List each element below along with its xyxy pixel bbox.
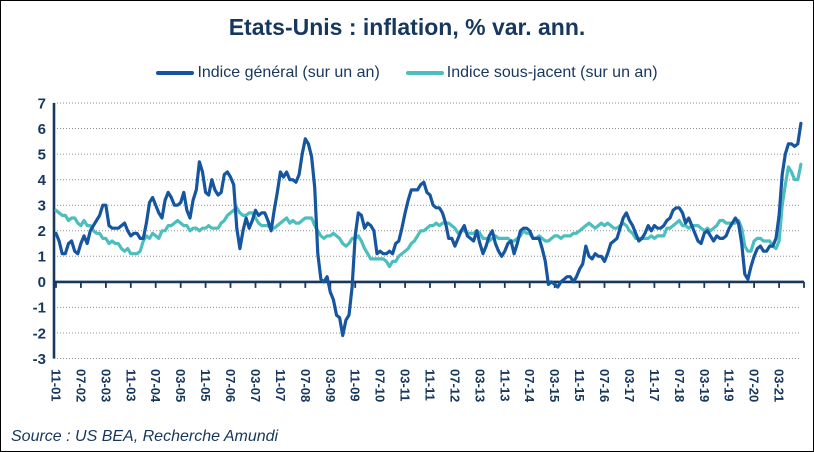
x-tick-label-07-10: 07-10 [373,369,388,402]
y-tick-label-7: 7 [38,95,46,112]
x-tick-label-11-17: 11-17 [647,369,662,402]
y-tick-label--1: -1 [33,300,46,317]
y-tick-label-2: 2 [38,223,46,240]
x-tick-label-03-15: 03-15 [547,369,562,402]
x-tick-label-03-11: 03-11 [398,369,413,402]
x-tick-label-03-13: 03-13 [472,369,487,402]
y-tick-label-1: 1 [38,249,46,266]
x-tick-label-03-03: 03-03 [98,369,113,402]
y-tick-label--2: -2 [33,325,46,342]
y-tick-label--3: -3 [33,351,46,368]
y-tick-label-4: 4 [38,172,47,189]
chart-legend: Indice général (sur un an) Indice sous-j… [1,64,813,82]
chart-title: Etats-Unis : inflation, % var. ann. [228,14,586,40]
x-tick-label-03-21: 03-21 [772,369,787,402]
x-tick-label-03-19: 03-19 [697,369,712,402]
x-tick-label-11-03: 11-03 [123,369,138,402]
legend-item-headline: Indice général (sur un an) [156,64,380,82]
x-tick-label-07-16: 07-16 [597,369,612,402]
x-tick-label-11-01: 11-01 [49,369,64,402]
source-note: Source : US BEA, Recherche Amundi [11,428,279,445]
x-tick-label-07-18: 07-18 [672,369,687,402]
y-tick-label-3: 3 [38,198,46,215]
legend-label-core: Indice sous-jacent (sur un an) [446,64,658,81]
x-tick-label-11-05: 11-05 [198,369,213,402]
y-tick-label-5: 5 [38,146,46,163]
headline-series-line [54,121,803,338]
x-tick-label-11-19: 11-19 [722,369,737,402]
x-tick-label-11-09: 11-09 [348,369,363,402]
x-tick-label-11-15: 11-15 [572,369,587,402]
x-tick-label-03-17: 03-17 [622,369,637,402]
x-tick-label-03-09: 03-09 [323,369,338,402]
x-tick-label-07-08: 07-08 [298,369,313,402]
legend-item-core: Indice sous-jacent (sur un an) [405,64,658,82]
x-tick-label-07-12: 07-12 [447,369,462,402]
x-tick-label-07-06: 07-06 [223,369,238,402]
x-tick-label-11-11: 11-11 [423,369,438,401]
legend-label-headline: Indice général (sur un an) [197,64,380,81]
x-tick-label-07-04: 07-04 [148,369,163,403]
x-tick-label-07-02: 07-02 [73,369,88,402]
x-tick-label-03-05: 03-05 [173,369,188,402]
x-tick-label-11-13: 11-13 [497,369,512,402]
x-tick-label-03-07: 03-07 [248,369,263,402]
x-tick-label-11-07: 11-07 [273,369,288,402]
x-tick-label-07-14: 07-14 [522,369,537,403]
core-line-swatch [405,71,444,75]
x-tick-label-07-20: 07-20 [747,369,762,402]
headline-line-swatch [156,71,195,75]
y-tick-label-6: 6 [38,121,46,138]
core-series-line [54,162,803,269]
y-tick-label-0: 0 [38,274,46,291]
